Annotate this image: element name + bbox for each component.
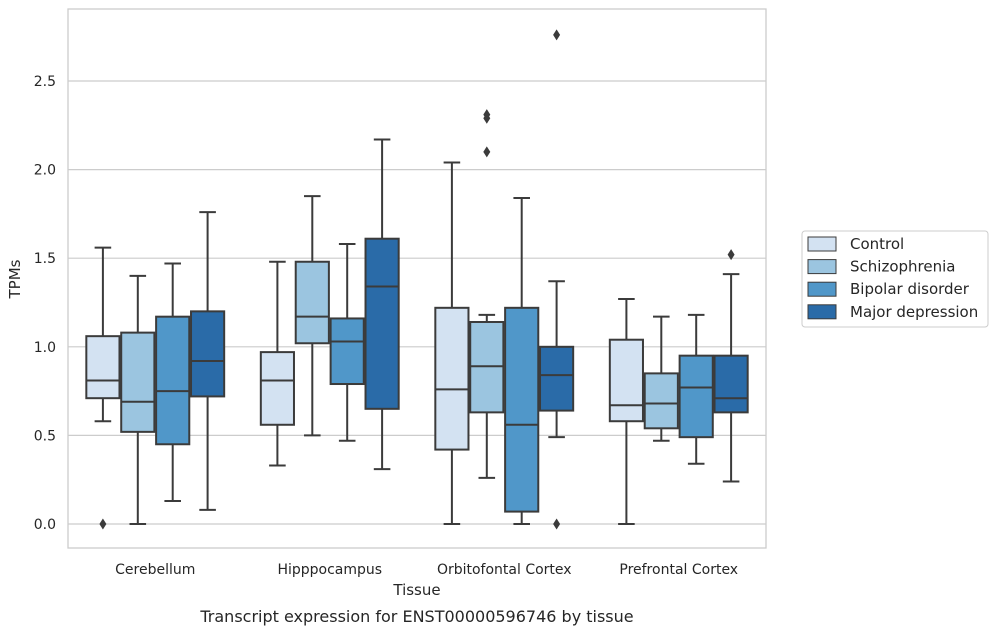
x-tick-label: Orbitofontal Cortex: [437, 562, 572, 578]
x-tick-label: Prefrontal Cortex: [619, 562, 738, 578]
y-axis-ticks: 0.0 0.5 1.0 1.5 2.0 2.5: [34, 74, 56, 533]
outlier-point: [727, 249, 735, 261]
box-body: [190, 310, 226, 398]
box-body: [643, 372, 679, 430]
legend-swatch: [807, 304, 837, 320]
legend-label: Major depression: [850, 303, 978, 321]
outlier-point: [483, 146, 491, 158]
y-tick-label: 2.0: [34, 163, 56, 179]
box-body: [294, 260, 330, 345]
legend: Control Schizophrenia Bipolar disorder Majo…: [801, 230, 989, 328]
box-control: [434, 161, 470, 525]
x-tick-label: Hipppocampus: [277, 562, 382, 578]
box-body: [259, 351, 295, 426]
y-tick-label: 2.5: [34, 74, 56, 90]
box-body: [329, 317, 365, 386]
chart-caption: Transcript expression for ENST0000059674…: [199, 607, 633, 626]
box-schizophrenia: [294, 195, 330, 437]
box-body: [504, 306, 540, 513]
outlier-point: [99, 518, 107, 530]
box-control: [259, 260, 295, 467]
box-control: [85, 246, 121, 530]
outlier-point: [483, 109, 491, 121]
box-bipolar-disorder: [678, 313, 714, 465]
box-bipolar-disorder: [329, 243, 365, 442]
box-bipolar-disorder: [504, 196, 540, 525]
box-body: [85, 335, 121, 400]
legend-swatch: [807, 259, 837, 275]
legend-label: Control: [850, 235, 904, 253]
legend-frame: [801, 230, 989, 328]
outlier-point: [553, 29, 561, 41]
box-schizophrenia: [643, 315, 679, 442]
legend-label: Bipolar disorder: [850, 280, 970, 298]
box-body: [678, 354, 714, 439]
box-major-depression: [539, 29, 575, 530]
box-body: [364, 237, 400, 410]
y-tick-label: 1.5: [34, 251, 56, 267]
x-axis-label: Tissue: [392, 581, 440, 599]
box-groups: [85, 29, 749, 530]
legend-swatch: [807, 281, 837, 297]
box-major-depression: [713, 249, 749, 483]
x-axis-ticks: Cerebellum Hipppocampus Orbitofontal Corte…: [115, 562, 738, 578]
box-body: [434, 306, 470, 451]
box-bipolar-disorder: [155, 262, 191, 502]
box-body: [155, 315, 191, 446]
y-tick-label: 0.5: [34, 428, 56, 444]
box-control: [608, 297, 644, 525]
y-tick-label: 1.0: [34, 340, 56, 356]
y-tick-label: 0.0: [34, 517, 56, 533]
box-body: [713, 354, 749, 414]
outlier-point: [553, 518, 561, 530]
plot-area-frame: [67, 8, 767, 549]
box-schizophrenia: [469, 109, 505, 479]
box-schizophrenia: [120, 274, 156, 525]
legend-label: Schizophrenia: [850, 258, 955, 276]
box-major-depression: [190, 211, 226, 511]
box-body: [120, 331, 156, 433]
box-body: [608, 338, 644, 423]
y-axis-label: TPMs: [6, 259, 24, 299]
box-major-depression: [364, 138, 400, 471]
x-tick-label: Cerebellum: [115, 562, 195, 578]
legend-swatch: [807, 236, 837, 252]
box-body: [539, 345, 575, 412]
